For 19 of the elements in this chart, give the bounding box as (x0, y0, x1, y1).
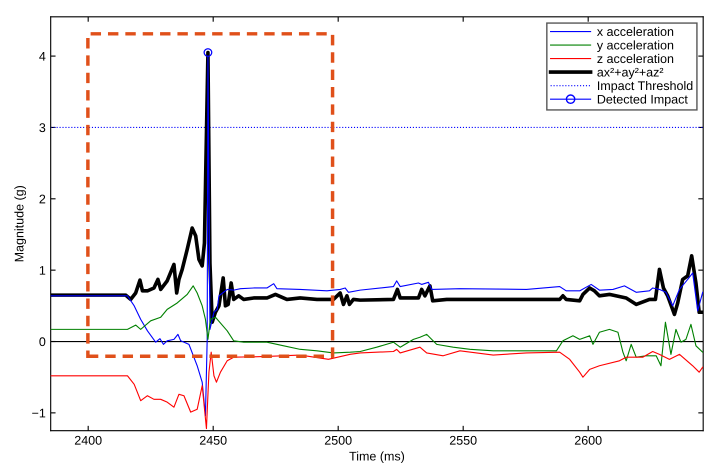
y-tick-label: 3 (39, 123, 46, 132)
legend-label: x acceleration (596, 26, 674, 36)
y-tick-label: 4 (39, 52, 46, 61)
x-tick-label: 2400 (74, 436, 102, 445)
x-tick-label: 2500 (324, 436, 352, 445)
x-tick-label: 2600 (574, 436, 602, 445)
legend-label: y acceleration (596, 40, 674, 52)
y-tick-label: 1 (40, 266, 46, 275)
legend-label: ax²+ay²+az² (597, 68, 664, 80)
y-axis-title: Magnitude (g) (14, 186, 26, 262)
legend-label: Detected Impact (598, 94, 688, 106)
y-tick-label: −1 (32, 408, 46, 418)
x-axis-title: Time (ms) (349, 451, 404, 464)
y-tick-label: 2 (40, 194, 46, 204)
legend-label: z acceleration (597, 54, 674, 64)
x-tick-label: 2550 (450, 436, 477, 445)
y-tick-label: 0 (39, 337, 46, 346)
x-tick-label: 2450 (200, 436, 227, 445)
legend-label: Impact Threshold (598, 80, 692, 93)
